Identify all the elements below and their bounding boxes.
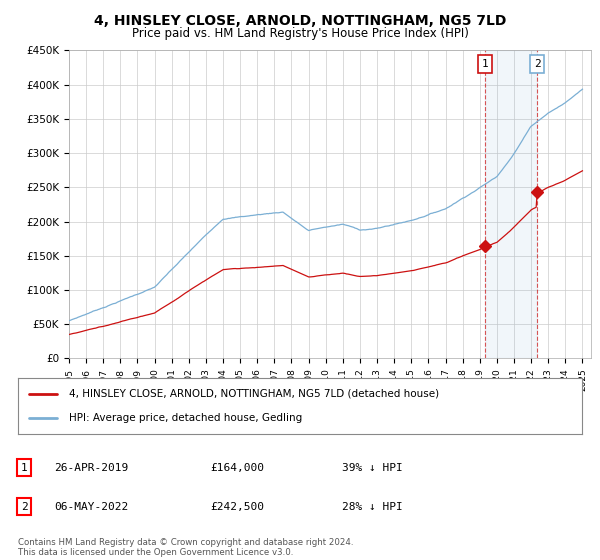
Text: £164,000: £164,000 (210, 463, 264, 473)
Text: 39% ↓ HPI: 39% ↓ HPI (342, 463, 403, 473)
Text: 06-MAY-2022: 06-MAY-2022 (54, 502, 128, 512)
Text: Price paid vs. HM Land Registry's House Price Index (HPI): Price paid vs. HM Land Registry's House … (131, 27, 469, 40)
Text: HPI: Average price, detached house, Gedling: HPI: Average price, detached house, Gedl… (69, 413, 302, 423)
Text: 2: 2 (20, 502, 28, 512)
Text: 28% ↓ HPI: 28% ↓ HPI (342, 502, 403, 512)
Text: £242,500: £242,500 (210, 502, 264, 512)
Text: 26-APR-2019: 26-APR-2019 (54, 463, 128, 473)
Text: Contains HM Land Registry data © Crown copyright and database right 2024.
This d: Contains HM Land Registry data © Crown c… (18, 538, 353, 557)
Text: 4, HINSLEY CLOSE, ARNOLD, NOTTINGHAM, NG5 7LD: 4, HINSLEY CLOSE, ARNOLD, NOTTINGHAM, NG… (94, 14, 506, 28)
Text: 1: 1 (20, 463, 28, 473)
Text: 1: 1 (482, 59, 488, 69)
Bar (485, 50, 537, 358)
Text: 2: 2 (534, 59, 541, 69)
Text: 4, HINSLEY CLOSE, ARNOLD, NOTTINGHAM, NG5 7LD (detached house): 4, HINSLEY CLOSE, ARNOLD, NOTTINGHAM, NG… (69, 389, 439, 399)
